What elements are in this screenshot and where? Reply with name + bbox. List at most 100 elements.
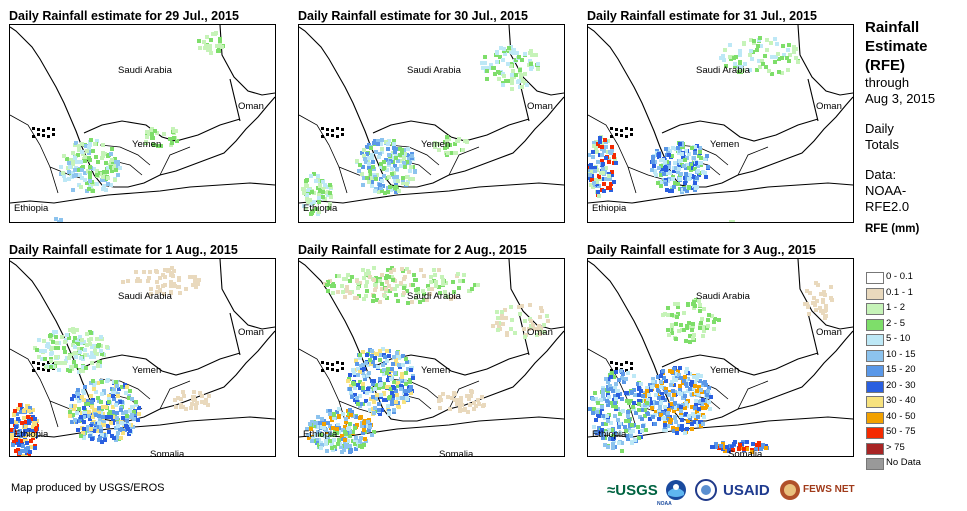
rain-cell (158, 288, 162, 292)
legend-item: 50 - 75 (865, 426, 965, 440)
rain-cell (15, 412, 19, 416)
rain-cell (155, 270, 159, 274)
rain-cell (824, 304, 828, 308)
rain-cell (360, 424, 364, 428)
rain-cell (685, 163, 689, 167)
rain-cell (107, 397, 111, 401)
rain-cell (364, 294, 368, 298)
island-dot (610, 135, 613, 138)
legend-swatch (866, 458, 884, 470)
rain-cell (466, 410, 470, 414)
rain-cell (405, 175, 409, 179)
rain-cell (687, 414, 691, 418)
rain-cell (392, 142, 396, 146)
rain-cell (31, 408, 35, 412)
rain-cell (685, 427, 689, 431)
rain-cell (386, 378, 390, 382)
rain-cell (654, 173, 658, 177)
rain-cell (505, 333, 509, 337)
rain-cell (111, 394, 115, 398)
rain-cell (651, 160, 655, 164)
rain-cell (403, 275, 407, 279)
rain-cell (162, 132, 166, 136)
rain-cell (404, 371, 408, 375)
rain-cell (111, 391, 115, 395)
rain-cell (432, 268, 436, 272)
rain-cell (147, 276, 151, 280)
rain-cell (80, 142, 84, 146)
rain-cell (65, 157, 69, 161)
rain-cell (155, 280, 159, 284)
rain-cell (63, 178, 67, 182)
island-dot (620, 363, 623, 366)
rain-cell (390, 398, 394, 402)
rain-cell (438, 291, 442, 295)
rain-cell (614, 161, 618, 165)
rain-cell (819, 309, 823, 313)
rain-cell (680, 418, 684, 422)
rain-cell (621, 372, 625, 376)
rain-cell (733, 62, 737, 66)
rain-cell (697, 154, 701, 158)
rain-cell (520, 58, 524, 62)
rain-cell (388, 185, 392, 189)
rain-cell (382, 174, 386, 178)
rain-cell (100, 380, 104, 384)
rain-cell (392, 139, 396, 143)
rain-cell (687, 177, 691, 181)
rain-cell (117, 387, 121, 391)
panel-29-jul: Daily Rainfall estimate for 29 Jul., 201… (9, 8, 276, 223)
island-dot (625, 369, 628, 372)
rain-cell (510, 77, 514, 81)
rain-cell (509, 305, 513, 309)
rain-cell (146, 279, 150, 283)
rain-cell (14, 438, 18, 442)
rain-cell (613, 394, 617, 398)
rain-cell (302, 191, 306, 195)
label-oman: Oman (816, 101, 842, 112)
legend-label: > 75 (886, 441, 905, 453)
panel-title: Daily Rainfall estimate for 2 Aug., 2015 (298, 243, 527, 257)
rain-cell (324, 434, 328, 438)
label-ethiopia: Ethiopia (14, 429, 49, 440)
rain-cell (601, 388, 605, 392)
rain-cell (83, 155, 87, 159)
rain-cell (685, 189, 689, 193)
rain-cell (470, 390, 474, 394)
rain-cell (504, 316, 508, 320)
rain-cell (405, 360, 409, 364)
noaa-logo-icon (666, 480, 686, 500)
rain-cell (512, 48, 516, 52)
label-oman: Oman (238, 101, 264, 112)
rain-cell (341, 290, 345, 294)
island-dot (336, 361, 339, 364)
island-dot (336, 135, 339, 138)
rain-cell (323, 183, 327, 187)
rain-cell (699, 374, 703, 378)
rain-cell (704, 175, 708, 179)
rain-cell (350, 410, 354, 414)
rain-cell (97, 414, 101, 418)
rain-cell (355, 396, 359, 400)
rain-cell (693, 181, 697, 185)
rain-cell (394, 190, 398, 194)
rain-cell (320, 417, 324, 421)
rain-cell (700, 317, 704, 321)
rain-cell (371, 382, 375, 386)
rain-cell (510, 87, 514, 91)
map-frame: Saudi Arabia Oman Yemen Ethiopia Somalia (587, 24, 854, 223)
rain-cell (411, 177, 415, 181)
rain-cell (663, 312, 667, 316)
rain-cell (588, 173, 592, 177)
rain-cell (385, 359, 389, 363)
island-dot (37, 367, 40, 370)
rain-cell (679, 409, 683, 413)
rain-cell (373, 288, 377, 292)
island-dot (326, 367, 329, 370)
rain-cell (666, 328, 670, 332)
rain-cell (53, 346, 57, 350)
rain-cell (703, 157, 707, 161)
island-dot (47, 135, 50, 138)
rain-cell (659, 374, 663, 378)
rain-cell (680, 424, 684, 428)
